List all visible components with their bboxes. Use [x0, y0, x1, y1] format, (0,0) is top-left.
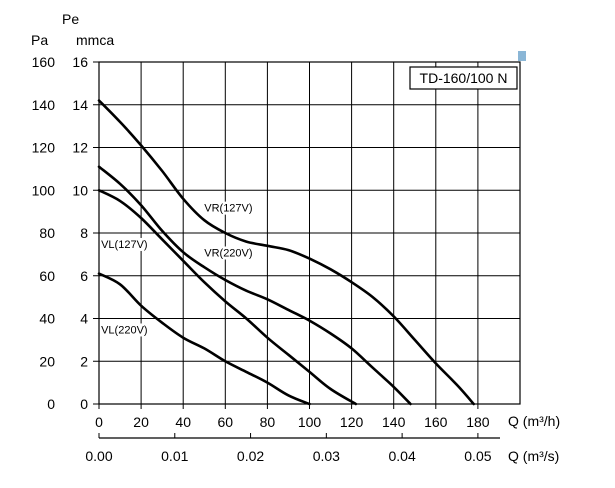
x2-tick-label: 0.00	[85, 448, 112, 464]
curve-labels: VR(127V) VR(220V) VL(127V) VL(220V)	[100, 201, 255, 337]
y-tick-label-mmca: 16	[72, 54, 88, 70]
x2-tick-label: 0.03	[313, 448, 340, 464]
x2-tick-label: 0.01	[161, 448, 188, 464]
inner-axis-title-pe: Pe	[62, 11, 79, 27]
x-tick-label: 60	[218, 414, 234, 430]
y-tick-label-mmca: 0	[80, 396, 88, 412]
y-tick-label-pa: 60	[39, 268, 55, 284]
y-tick-label-pa: 140	[32, 97, 56, 113]
y-tick-label-pa: 160	[32, 54, 56, 70]
y-tick-label-mmca: 10	[72, 182, 88, 198]
curves-group	[97, 99, 475, 406]
x-tick-label: 0	[95, 414, 103, 430]
y-tick-label-pa: 0	[47, 396, 55, 412]
y-tick-label-mmca: 14	[72, 97, 88, 113]
curve-label-bg	[203, 201, 255, 215]
y-tick-label-mmca: 12	[72, 140, 88, 156]
label-vr-127v: VR(127V)	[204, 203, 252, 215]
y-tick-label-pa: 20	[39, 353, 55, 369]
x2-axis-title-m3s: Q (m³/s)	[508, 448, 559, 464]
model-label: TD-160/100 N	[420, 70, 508, 86]
curve-label-bg	[100, 237, 150, 251]
y-tick-label-pa: 40	[39, 311, 55, 327]
tick-marks	[93, 61, 500, 439]
y-tick-label-mmca: 4	[80, 311, 88, 327]
x-tick-label: 100	[298, 414, 322, 430]
x-tick-label: 120	[340, 414, 364, 430]
x-axis-title-m3h: Q (m³/h)	[508, 413, 560, 429]
label-vr-220v: VR(220V)	[204, 248, 252, 260]
y-tick-label-pa: 100	[32, 182, 56, 198]
curve-vr-220v	[97, 165, 412, 406]
x-tick-label: 20	[133, 414, 149, 430]
corner-marker	[518, 51, 526, 61]
x2-tick-label: 0.05	[464, 448, 491, 464]
grid-lines	[99, 62, 520, 404]
y-tick-label-mmca: 6	[80, 268, 88, 284]
model-label-box	[409, 66, 518, 90]
curve-vr-127v	[97, 99, 475, 406]
x2-tick-label: 0.04	[388, 448, 415, 464]
x-tick-label: 160	[424, 414, 448, 430]
y-tick-label-mmca: 8	[80, 225, 88, 241]
y-tick-label-mmca: 2	[80, 353, 88, 369]
curve-label-bg	[203, 246, 255, 260]
x-tick-label: 140	[382, 414, 406, 430]
x-tick-label: 80	[260, 414, 276, 430]
x2-tick-label: 0.02	[237, 448, 264, 464]
curve-vl-220v	[97, 272, 311, 406]
curve-label-bg	[100, 323, 150, 337]
label-vl-220v: VL(220V)	[101, 324, 147, 336]
curve-vl-127v	[97, 189, 358, 406]
label-vl-127v: VL(127V)	[101, 239, 147, 251]
y-tick-label-pa: 120	[32, 140, 56, 156]
y-tick-label-pa: 80	[39, 225, 55, 241]
x-tick-label: 180	[466, 414, 490, 430]
inner-axis-title-mmca: mmca	[76, 32, 114, 48]
left-axis-title-pa: Pa	[31, 32, 48, 48]
tick-labels: 0 20 40 60 80 100 120 140 160 1800022044066088010…	[32, 54, 492, 464]
x-tick-label: 40	[175, 414, 191, 430]
